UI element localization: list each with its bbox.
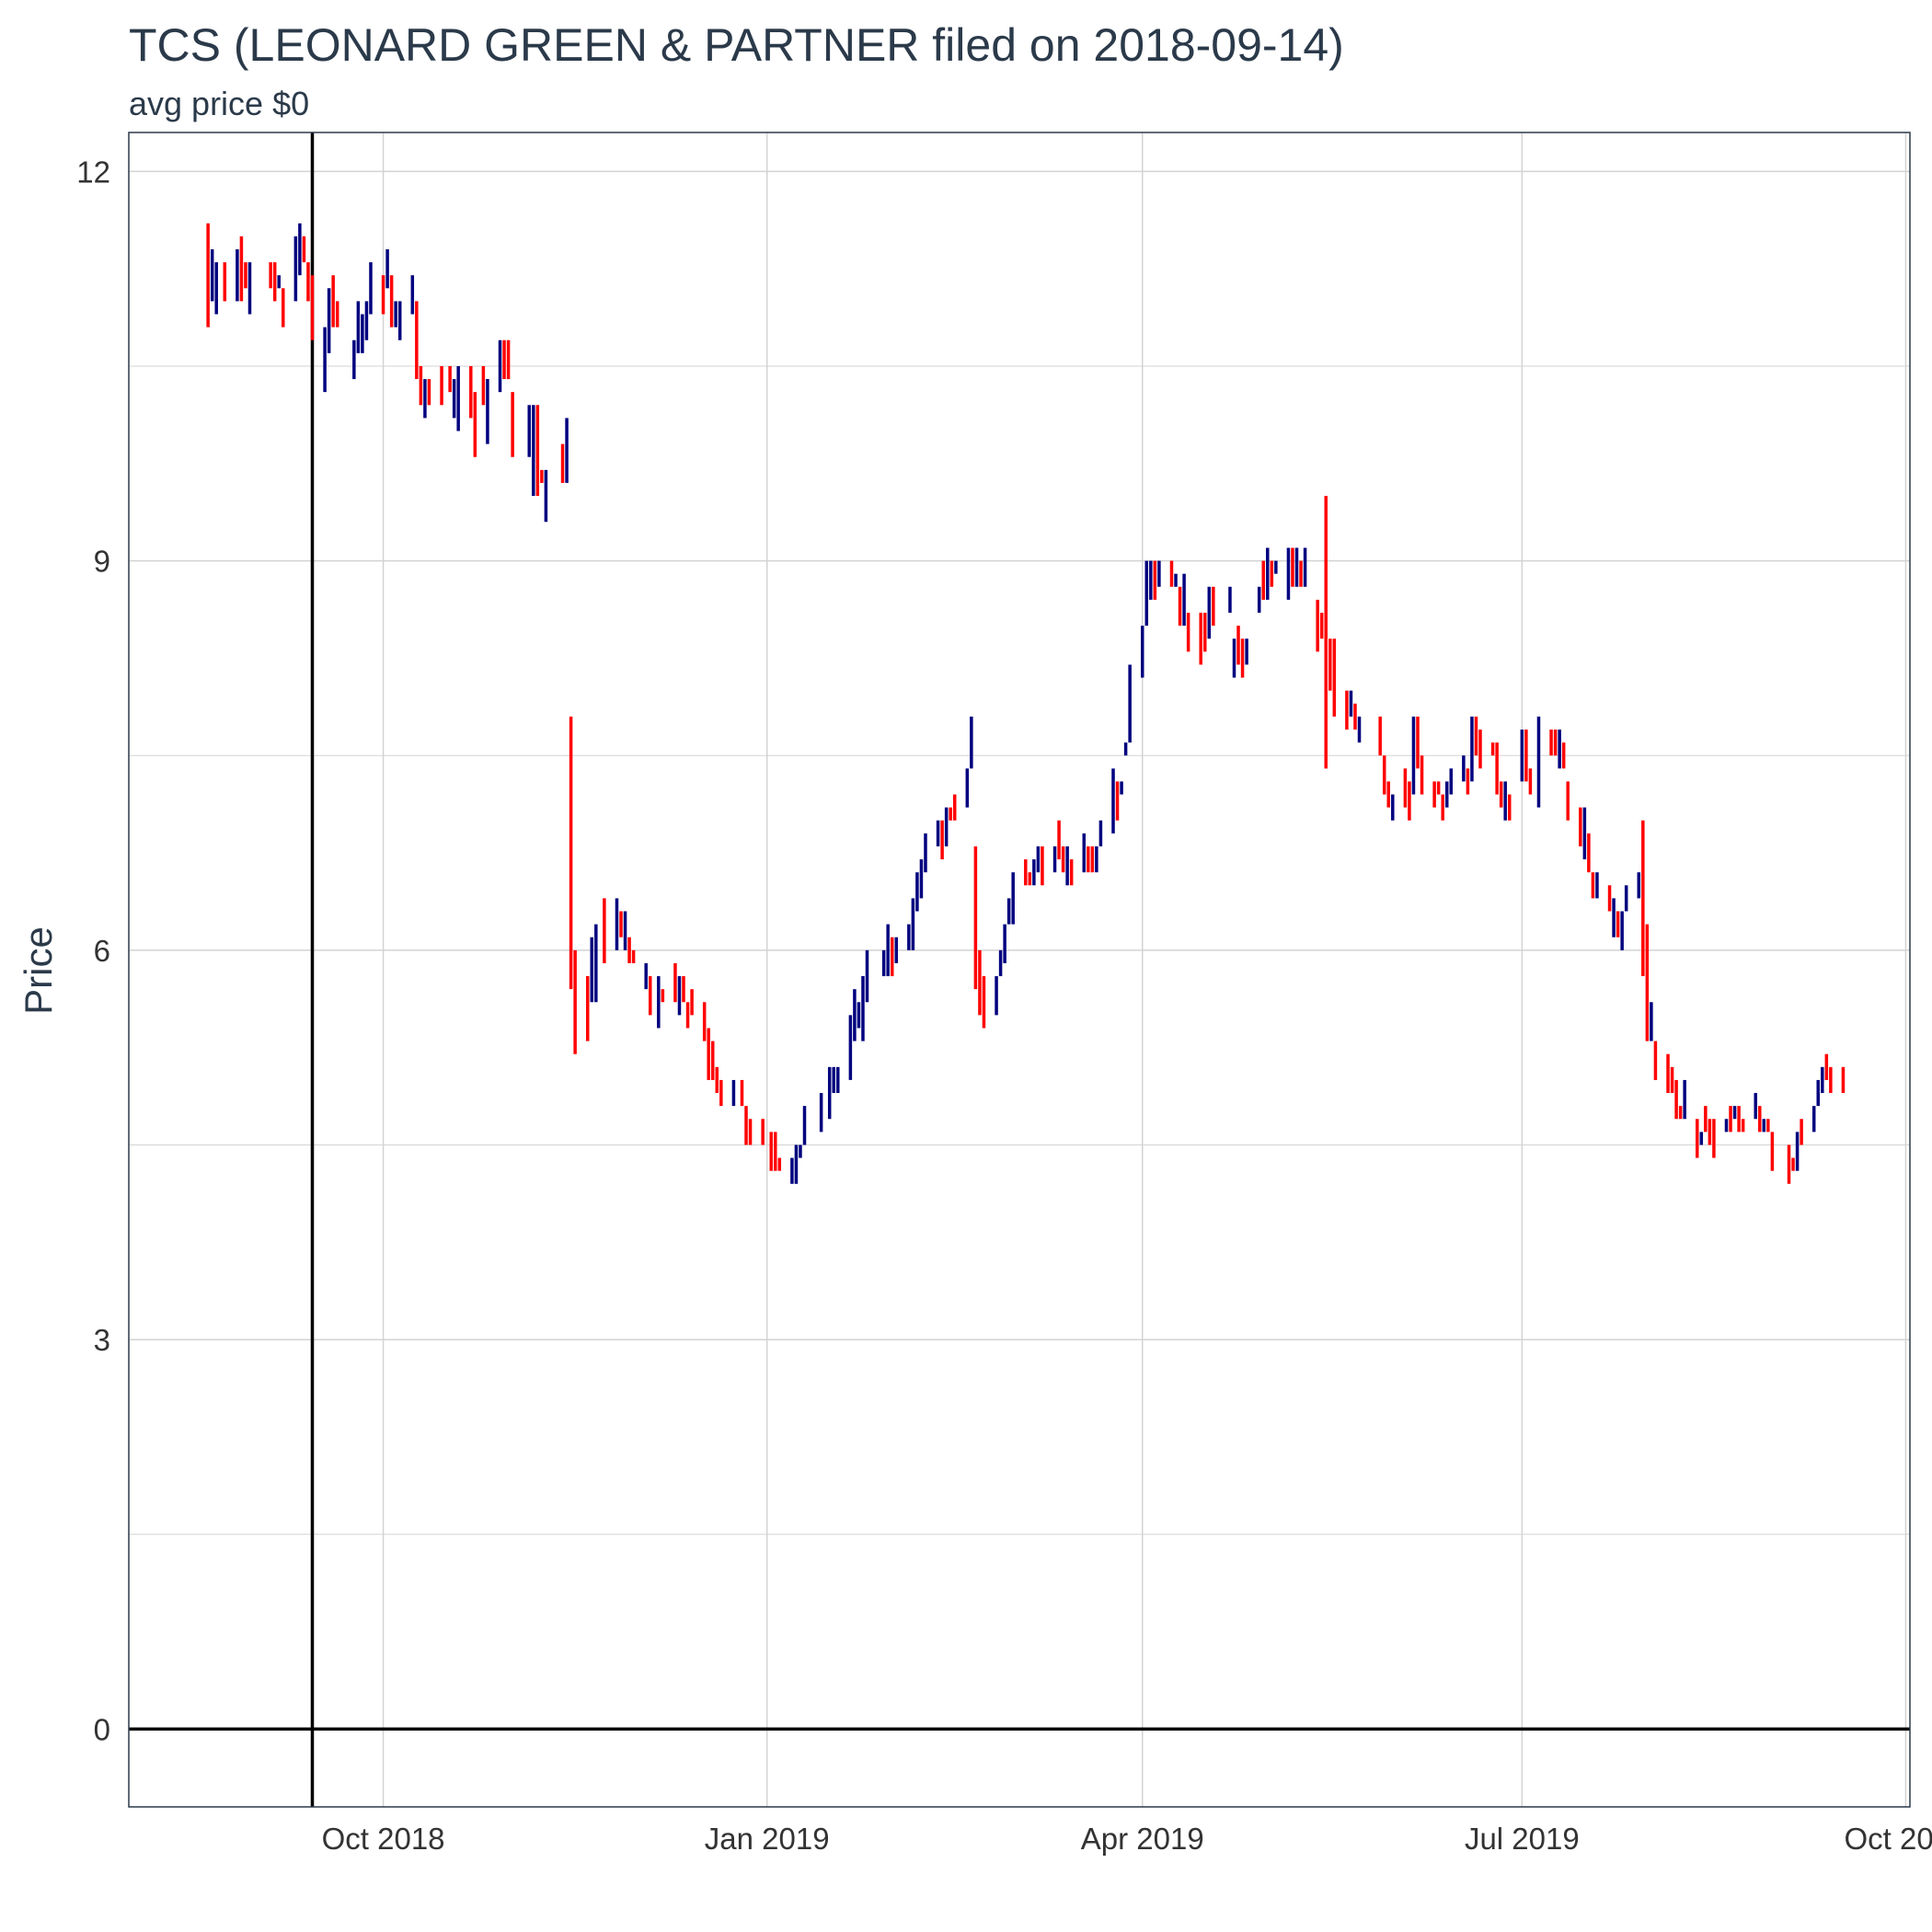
grid-lines	[129, 132, 1910, 1807]
chart-subtitle: avg price $0	[129, 85, 309, 122]
y-tick-label: 0	[94, 1712, 110, 1746]
chart-title: TCS (LEONARD GREEN & PARTNER filed on 20…	[129, 19, 1344, 71]
x-axis-tick-labels: Oct 2018 Jan 2019 Apr 2019 Jul 2019 Oct 2019	[322, 1822, 1932, 1856]
x-tick-label: Apr 2019	[1081, 1822, 1204, 1856]
reference-lines	[129, 132, 1910, 1807]
y-axis-tick-labels: 0 3 6 9 12	[76, 155, 110, 1746]
x-tick-label: Jan 2019	[705, 1822, 830, 1856]
plot-panel-border	[128, 132, 1911, 1808]
y-tick-label: 9	[94, 545, 110, 579]
y-axis-title: Price	[17, 926, 60, 1015]
y-tick-label: 6	[94, 934, 110, 968]
ohlc-bars	[206, 223, 1846, 1184]
y-tick-label: 12	[76, 155, 110, 189]
y-tick-label: 3	[94, 1323, 110, 1357]
x-tick-label: Oct 2019	[1845, 1822, 1932, 1856]
x-tick-label: Oct 2018	[322, 1822, 445, 1856]
x-tick-label: Jul 2019	[1465, 1822, 1580, 1856]
